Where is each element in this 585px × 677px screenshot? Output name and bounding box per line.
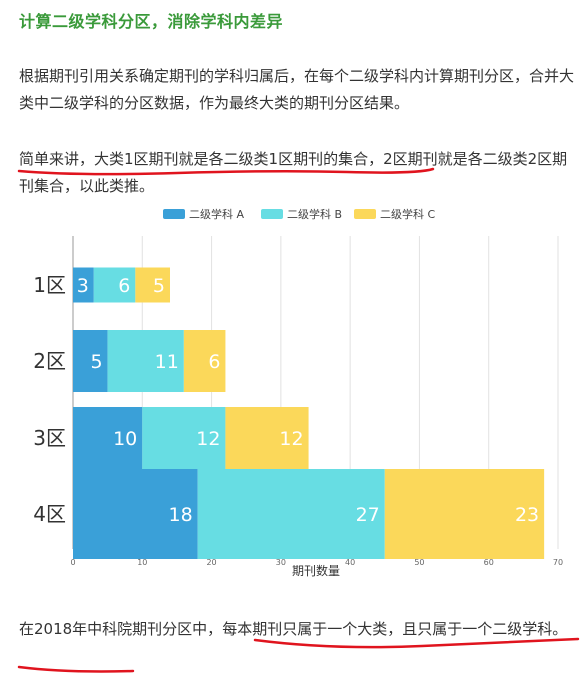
category-label-1: 2区 <box>33 349 66 373</box>
legend-swatch-0 <box>163 209 185 219</box>
chart-categories: 1区 2区 3区 4区 <box>33 273 66 526</box>
bar-4区-series-0 <box>73 469 198 559</box>
category-label-3: 4区 <box>33 502 66 526</box>
x-tick-50: 50 <box>414 558 424 567</box>
x-tick-10: 10 <box>137 558 147 567</box>
intro-paragraph: 根据期刊引用关系确定期刊的学科归属后，在每个二级学科内计算期刊分区，合并大类中二… <box>19 67 575 112</box>
bar-label-1区-series-1: 6 <box>118 275 130 297</box>
bar-label-3区-series-1: 12 <box>196 428 220 450</box>
bar-1区-series-0 <box>73 267 94 303</box>
bar-label-1区-series-2: 5 <box>153 275 165 297</box>
legend-swatch-1 <box>261 209 283 219</box>
conclusion-lead: 在2018年中科院期刊分区中， <box>19 620 223 638</box>
x-tick-30: 30 <box>276 558 286 567</box>
x-tick-70: 70 <box>553 558 563 567</box>
legend-swatch-2 <box>354 209 376 219</box>
conclusion-highlight: 每本期刊只属于一个大类，且只属于一个二级学科 <box>222 620 553 638</box>
category-label-2: 3区 <box>33 426 66 450</box>
bar-2区-series-2 <box>183 330 226 392</box>
x-tick-40: 40 <box>345 558 355 567</box>
bar-4区-series-2 <box>384 469 545 559</box>
legend-label-0: 二级学科 A <box>189 207 244 221</box>
bar-label-2区-series-0: 5 <box>91 351 103 373</box>
conclusion-underline-2 <box>17 665 135 673</box>
x-tick-60: 60 <box>484 558 494 567</box>
bar-2区-series-1 <box>107 330 184 392</box>
legend-label-2: 二级学科 C <box>380 207 435 221</box>
stacked-bar-chart: 二级学科 A 二级学科 B 二级学科 C 3 6 5 5 11 6 10 12 12 18 27 23 1… <box>33 207 563 578</box>
summary-highlight: 简单来讲，大类1区期刊就是各二级类1区期刊的集合 <box>19 150 369 168</box>
legend-label-1: 二级学科 B <box>287 207 342 221</box>
x-tick-0: 0 <box>70 558 75 567</box>
bar-2区-series-0 <box>73 330 108 392</box>
bar-label-4区-series-1: 27 <box>356 504 380 526</box>
chart-x-ticks: 0 10 20 30 40 50 60 70 <box>70 558 563 567</box>
x-axis-title: 期刊数量 <box>292 563 340 578</box>
bar-label-3区-series-2: 12 <box>279 428 303 450</box>
bar-label-2区-series-2: 6 <box>208 351 220 373</box>
bar-4区-series-1 <box>197 469 385 559</box>
section-heading: 计算二级学科分区，消除学科内差异 <box>19 12 284 31</box>
bar-label-1区-series-0: 3 <box>77 275 89 297</box>
chart-bars: 3 6 5 5 11 6 10 12 12 18 27 23 <box>73 267 545 559</box>
bar-label-4区-series-2: 23 <box>515 504 539 526</box>
x-tick-20: 20 <box>206 558 216 567</box>
bar-label-3区-series-0: 10 <box>113 428 137 450</box>
bar-1区-series-2 <box>135 267 170 303</box>
bar-1区-series-1 <box>93 267 136 303</box>
bar-label-4区-series-0: 18 <box>169 504 193 526</box>
conclusion-tail: 。 <box>552 620 568 638</box>
category-label-0: 1区 <box>33 273 66 297</box>
conclusion-paragraph: 在2018年中科院期刊分区中，每本期刊只属于一个大类，且只属于一个二级学科。 <box>19 616 579 643</box>
bar-3区-series-2 <box>225 407 309 469</box>
summary-rest: ，2区期刊就是各二级类2区期刊集合，以此类推。 <box>19 150 568 195</box>
bar-label-2区-series-1: 11 <box>155 351 179 373</box>
bar-3区-series-1 <box>142 407 226 469</box>
bar-3区-series-0 <box>73 407 143 469</box>
summary-paragraph: 简单来讲，大类1区期刊就是各二级类1区期刊的集合，2区期刊就是各二级类2区期刊集… <box>19 146 579 200</box>
chart-legend: 二级学科 A 二级学科 B 二级学科 C <box>163 207 435 221</box>
